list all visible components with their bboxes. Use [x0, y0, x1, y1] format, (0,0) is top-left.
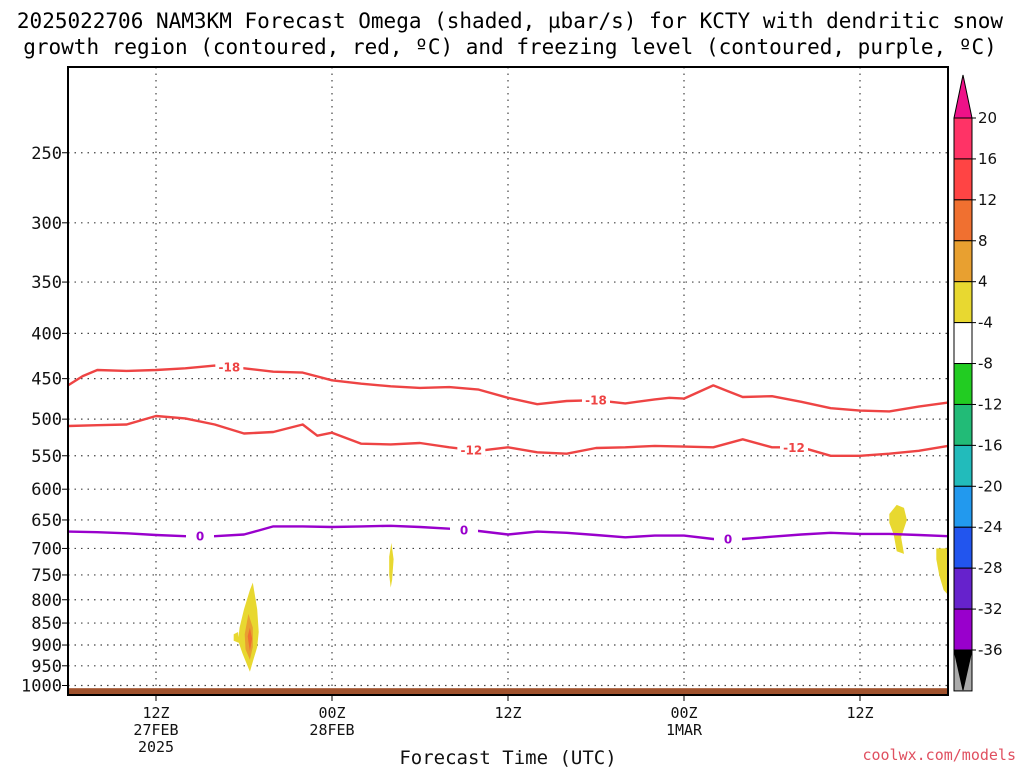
contour-label-bg-2-1	[450, 521, 478, 538]
colorbar-swatch-5	[953, 322, 973, 365]
omega-region-3	[233, 632, 239, 643]
x-tick-label-4-0: 12Z	[846, 704, 873, 722]
y-tick-label-900: 900	[31, 636, 62, 656]
y-tick-label-450: 450	[31, 370, 62, 390]
y-tick-label-850: 850	[31, 614, 62, 634]
colorbar-tick-label-12: -32	[978, 600, 1003, 618]
contour-label-bg-2-2	[714, 530, 742, 547]
x-tick-label-0-1: 27FEB	[133, 721, 178, 739]
omega-region-6	[936, 548, 948, 595]
colorbar-swatch-4	[953, 281, 973, 324]
contour-label-1-0: -12	[460, 443, 482, 457]
colorbar-swatch-8	[953, 444, 973, 487]
y-tick-label-550: 550	[31, 447, 62, 467]
ground-surface	[68, 688, 948, 695]
contour-lines: -18 -18 -12 -12 0 0 0	[67, 358, 949, 547]
pressure-axis: 2503003504004505005506006507007508008509…	[21, 144, 68, 697]
y-tick-label-750: 750	[31, 566, 62, 586]
omega-region-4	[389, 542, 394, 588]
chart-title-line-2: growth region (contoured, red, ºC) and f…	[23, 35, 997, 59]
y-tick-label-600: 600	[31, 480, 62, 500]
contour-label-2-0: 0	[196, 530, 204, 544]
colorbar-swatch-12	[953, 608, 973, 651]
x-tick-label-3-0: 00Z	[670, 704, 697, 722]
colorbar-tick-label-4: 4	[978, 273, 988, 291]
omega-region-5	[889, 504, 907, 554]
x-tick-label-3-1: 1MAR	[666, 721, 703, 739]
y-tick-label-800: 800	[31, 591, 62, 611]
y-tick-label-950: 950	[31, 657, 62, 677]
omega-shaded-regions	[233, 504, 948, 672]
contour-line-0	[67, 524, 949, 541]
colorbar-tick-label-3: 8	[978, 232, 988, 250]
colorbar-tick-label-5: -4	[978, 314, 993, 332]
y-tick-label-300: 300	[31, 214, 62, 234]
omega-region-2	[247, 627, 253, 652]
y-tick-label-350: 350	[31, 273, 62, 293]
y-tick-label-250: 250	[31, 144, 62, 164]
contour-label-bg-1-0	[457, 441, 486, 458]
colorbar-tick-label-10: -24	[978, 518, 1003, 536]
contour-label-2-2: 0	[724, 532, 732, 546]
contour-label-0-1: -18	[585, 394, 607, 408]
credit-text: coolwx.com/models	[862, 746, 1016, 764]
x-tick-label-0-2: 2025	[138, 738, 174, 756]
colorbar-top-triangle	[953, 74, 973, 119]
colorbar-swatch-2	[953, 199, 973, 242]
grid-lines	[68, 67, 948, 695]
contour-label-bg-1-1	[780, 439, 808, 456]
y-tick-label-1000: 1000	[21, 677, 62, 697]
plot-frame	[67, 66, 949, 696]
colorbar-tick-label-2: 12	[978, 191, 997, 209]
x-tick-label-0-0: 12Z	[142, 704, 169, 722]
x-axis-label: Forecast Time (UTC)	[399, 747, 616, 768]
x-tick-label-1-1: 28FEB	[309, 721, 354, 739]
y-tick-label-400: 400	[31, 324, 62, 344]
colorbar-swatch-6	[953, 363, 973, 405]
colorbar-swatch-7	[953, 403, 973, 446]
colorbar-swatch-3	[953, 240, 973, 283]
x-tick-label-2-0: 12Z	[494, 704, 521, 722]
colorbar-tick-label-8: -16	[978, 436, 1003, 454]
colorbar-tick-label-1: 16	[978, 150, 997, 168]
colorbar-bottom-triangle	[953, 649, 973, 691]
colorbar-tick-label-6: -8	[978, 355, 993, 373]
contour-label-0-0: -18	[218, 360, 240, 374]
colorbar-tick-label-0: 20	[978, 109, 997, 127]
colorbar: 20 16 12 8 4 -4 -8 -12 -16 -20 -24 -28 -32 -36	[953, 74, 1003, 692]
colorbar-tick-label-9: -20	[978, 477, 1003, 495]
colorbar-swatch-10	[953, 526, 973, 569]
y-tick-label-500: 500	[31, 410, 62, 430]
colorbar-tick-label-11: -28	[978, 559, 1003, 577]
contour-label-2-1: 0	[460, 523, 468, 537]
contour-label-bg-2-0	[186, 528, 214, 545]
contour-line--18	[67, 364, 949, 413]
contour-label-bg-0-0	[215, 358, 244, 375]
colorbar-swatch-1	[953, 158, 973, 201]
colorbar-swatch-0	[953, 117, 973, 160]
y-tick-label-650: 650	[31, 511, 62, 531]
contour-label-1-1: -12	[783, 441, 805, 455]
colorbar-swatch-11	[953, 567, 973, 610]
y-tick-label-700: 700	[31, 539, 62, 559]
contour-label-bg-0-1	[582, 392, 610, 409]
colorbar-tick-label-7: -12	[978, 395, 1003, 413]
chart-title-line-1: 2025022706 NAM3KM Forecast Omega (shaded…	[17, 9, 1004, 33]
colorbar-swatch-9	[953, 485, 973, 528]
x-tick-label-1-0: 00Z	[318, 704, 345, 722]
colorbar-tick-label-13: -36	[978, 641, 1003, 659]
